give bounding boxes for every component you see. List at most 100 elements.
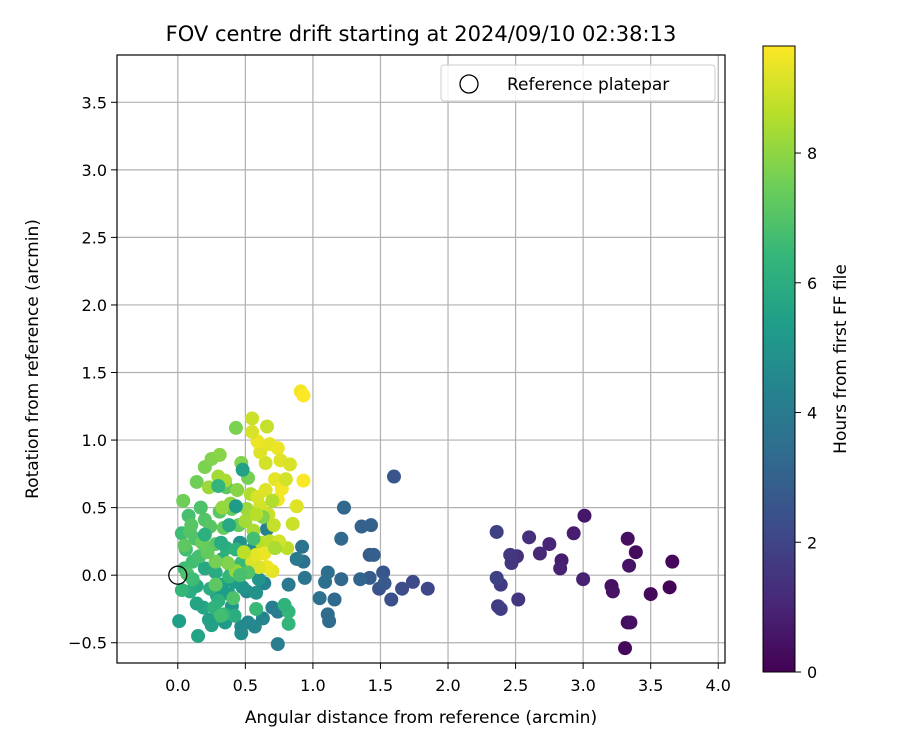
data-point bbox=[493, 601, 508, 616]
data-point bbox=[270, 637, 285, 652]
data-point bbox=[268, 541, 283, 556]
data-point bbox=[405, 574, 420, 589]
data-point bbox=[489, 570, 504, 585]
colorbar-tick-label: 6 bbox=[807, 274, 817, 293]
data-point bbox=[622, 558, 637, 573]
data-point bbox=[312, 591, 327, 606]
data-point bbox=[643, 587, 658, 602]
data-point bbox=[295, 539, 310, 554]
data-point bbox=[232, 568, 247, 583]
colorbar-ticks: 0 2 4 6 8 bbox=[795, 144, 817, 682]
data-point bbox=[665, 554, 680, 569]
data-point bbox=[296, 388, 311, 403]
data-point bbox=[235, 462, 250, 477]
data-point bbox=[281, 616, 296, 631]
colorbar-tick-label: 2 bbox=[807, 533, 817, 552]
data-point bbox=[245, 424, 260, 439]
data-point bbox=[504, 556, 519, 571]
data-point bbox=[191, 628, 206, 643]
y-tick-label: 2.5 bbox=[82, 228, 107, 247]
data-point bbox=[265, 600, 280, 615]
x-tick-label: 3.5 bbox=[638, 676, 663, 695]
data-point bbox=[553, 561, 568, 576]
colorbar-tick-label: 8 bbox=[807, 144, 817, 163]
data-point bbox=[212, 447, 227, 462]
data-point bbox=[566, 526, 581, 541]
y-tick-label: 1.5 bbox=[82, 364, 107, 383]
data-point bbox=[620, 531, 635, 546]
data-point bbox=[234, 619, 249, 634]
data-point bbox=[336, 500, 351, 515]
data-point bbox=[289, 499, 304, 514]
data-point bbox=[489, 524, 504, 539]
data-point bbox=[282, 457, 297, 472]
x-tick-label: 0.0 bbox=[165, 676, 190, 695]
colorbar bbox=[762, 45, 796, 673]
legend-box bbox=[440, 64, 716, 102]
data-point bbox=[197, 561, 212, 576]
data-point bbox=[334, 572, 349, 587]
data-point bbox=[193, 500, 208, 515]
data-point bbox=[230, 483, 245, 498]
data-point bbox=[189, 474, 204, 489]
data-point bbox=[258, 483, 273, 498]
data-point bbox=[245, 411, 260, 426]
data-point bbox=[201, 612, 216, 627]
x-tick-label: 0.5 bbox=[233, 676, 258, 695]
data-point bbox=[532, 546, 547, 561]
data-point bbox=[296, 473, 311, 488]
data-point bbox=[265, 493, 280, 508]
data-point bbox=[577, 508, 592, 523]
data-point bbox=[320, 607, 335, 622]
data-point bbox=[289, 551, 304, 566]
data-point bbox=[576, 572, 591, 587]
data-point bbox=[184, 518, 199, 533]
data-point bbox=[177, 538, 192, 553]
plot-frame bbox=[116, 54, 726, 664]
x-tick-label: 2.0 bbox=[435, 676, 460, 695]
x-axis-ticks: 0.0 0.5 1.0 1.5 2.0 2.5 3.0 3.5 4.0 bbox=[165, 663, 731, 695]
colorbar-tick-label: 4 bbox=[807, 404, 817, 423]
data-point bbox=[257, 546, 272, 561]
chart-title: FOV centre drift starting at 2024/09/10 … bbox=[166, 22, 677, 46]
data-point bbox=[277, 597, 292, 612]
x-tick-label: 3.0 bbox=[570, 676, 595, 695]
data-point bbox=[228, 420, 243, 435]
data-point bbox=[215, 500, 230, 515]
data-point bbox=[366, 547, 381, 562]
data-point bbox=[384, 592, 399, 607]
data-point bbox=[511, 592, 526, 607]
data-point bbox=[318, 574, 333, 589]
data-point bbox=[197, 527, 212, 542]
y-tick-label: 3.0 bbox=[82, 161, 107, 180]
data-point bbox=[249, 585, 264, 600]
data-point bbox=[376, 565, 391, 580]
legend-marker-icon bbox=[459, 74, 479, 94]
data-point bbox=[270, 441, 285, 456]
data-point bbox=[208, 577, 223, 592]
data-point bbox=[249, 507, 264, 522]
data-point bbox=[174, 583, 189, 598]
data-point bbox=[522, 530, 537, 545]
legend: Reference platepar bbox=[440, 64, 716, 102]
data-point bbox=[266, 518, 281, 533]
x-tick-label: 1.0 bbox=[300, 676, 325, 695]
data-point bbox=[185, 572, 200, 587]
data-point bbox=[253, 445, 268, 460]
data-point bbox=[227, 608, 242, 623]
x-axis-label: Angular distance from reference (arcmin) bbox=[245, 708, 597, 728]
data-point bbox=[211, 479, 226, 494]
data-point bbox=[228, 499, 243, 514]
scatter-points bbox=[172, 384, 680, 656]
x-tick-label: 4.0 bbox=[706, 676, 731, 695]
data-point bbox=[214, 535, 229, 550]
data-point bbox=[618, 641, 633, 656]
data-point bbox=[605, 584, 620, 599]
data-point bbox=[386, 469, 401, 484]
colorbar-label: Hours from first FF file bbox=[831, 264, 851, 454]
data-point bbox=[281, 577, 296, 592]
colorbar-tick-label: 0 bbox=[807, 663, 817, 682]
data-point bbox=[327, 592, 342, 607]
data-point bbox=[278, 472, 293, 487]
